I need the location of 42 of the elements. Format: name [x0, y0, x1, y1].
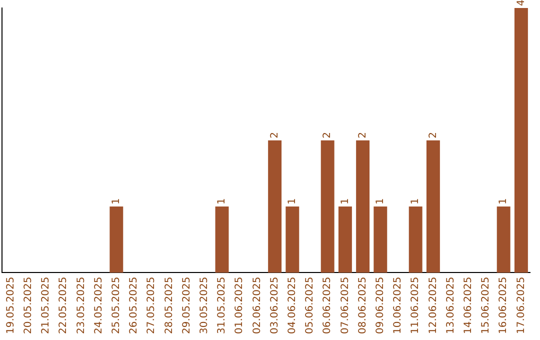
- data-label: 1: [286, 198, 298, 205]
- data-label: 2: [322, 132, 334, 138]
- x-tick-label: 07.06.2025: [340, 276, 351, 334]
- x-tick-label: 08.06.2025: [357, 276, 368, 334]
- x-tick-label: 09.06.2025: [374, 276, 386, 334]
- x-tick-label: 05.06.2025: [304, 276, 316, 334]
- data-label: 2: [428, 132, 439, 138]
- data-label: 1: [498, 198, 510, 205]
- x-tick-label: 01.06.2025: [234, 276, 246, 334]
- data-label: 1: [374, 198, 386, 205]
- data-label: 1: [340, 198, 351, 205]
- x-tick-label: 21.05.2025: [40, 276, 52, 334]
- x-tick-label: 27.05.2025: [146, 276, 158, 334]
- x-tick-label: 20.05.2025: [22, 276, 34, 334]
- x-tick-label: 29.05.2025: [181, 276, 192, 334]
- x-tick-label: 19.05.2025: [5, 276, 16, 334]
- x-tick-label: 13.06.2025: [445, 276, 456, 334]
- x-tick-label: 06.06.2025: [322, 276, 334, 334]
- x-tick-label: 30.05.2025: [198, 276, 210, 334]
- data-label: 1: [110, 198, 122, 205]
- data-label: 2: [269, 132, 280, 138]
- x-tick-label: 16.06.2025: [498, 276, 510, 334]
- x-tick-label: 15.06.2025: [480, 276, 492, 334]
- x-tick-label: 24.05.2025: [93, 276, 104, 334]
- x-tick-label: 26.05.2025: [128, 276, 140, 334]
- x-tick-label: 14.06.2025: [462, 276, 474, 334]
- x-tick-label: 02.06.2025: [252, 276, 263, 334]
- data-label: 1: [216, 198, 228, 205]
- x-tick-label: 31.05.2025: [216, 276, 228, 334]
- x-tick-label: 04.06.2025: [286, 276, 298, 334]
- data-label: 2: [357, 132, 368, 138]
- data-label: 4: [516, 0, 527, 6]
- x-tick-label: 12.06.2025: [428, 276, 439, 334]
- x-tick-label: 22.05.2025: [58, 276, 70, 334]
- data-label: 1: [410, 198, 422, 205]
- x-tick-label: 17.06.2025: [516, 276, 527, 334]
- x-tick-label: 03.06.2025: [269, 276, 280, 334]
- x-tick-label: 11.06.2025: [410, 276, 422, 334]
- x-tick-label: 25.05.2025: [110, 276, 122, 334]
- x-tick-label: 10.06.2025: [392, 276, 404, 334]
- x-tick-label: 28.05.2025: [164, 276, 175, 334]
- x-tick-label: 23.05.2025: [76, 276, 87, 334]
